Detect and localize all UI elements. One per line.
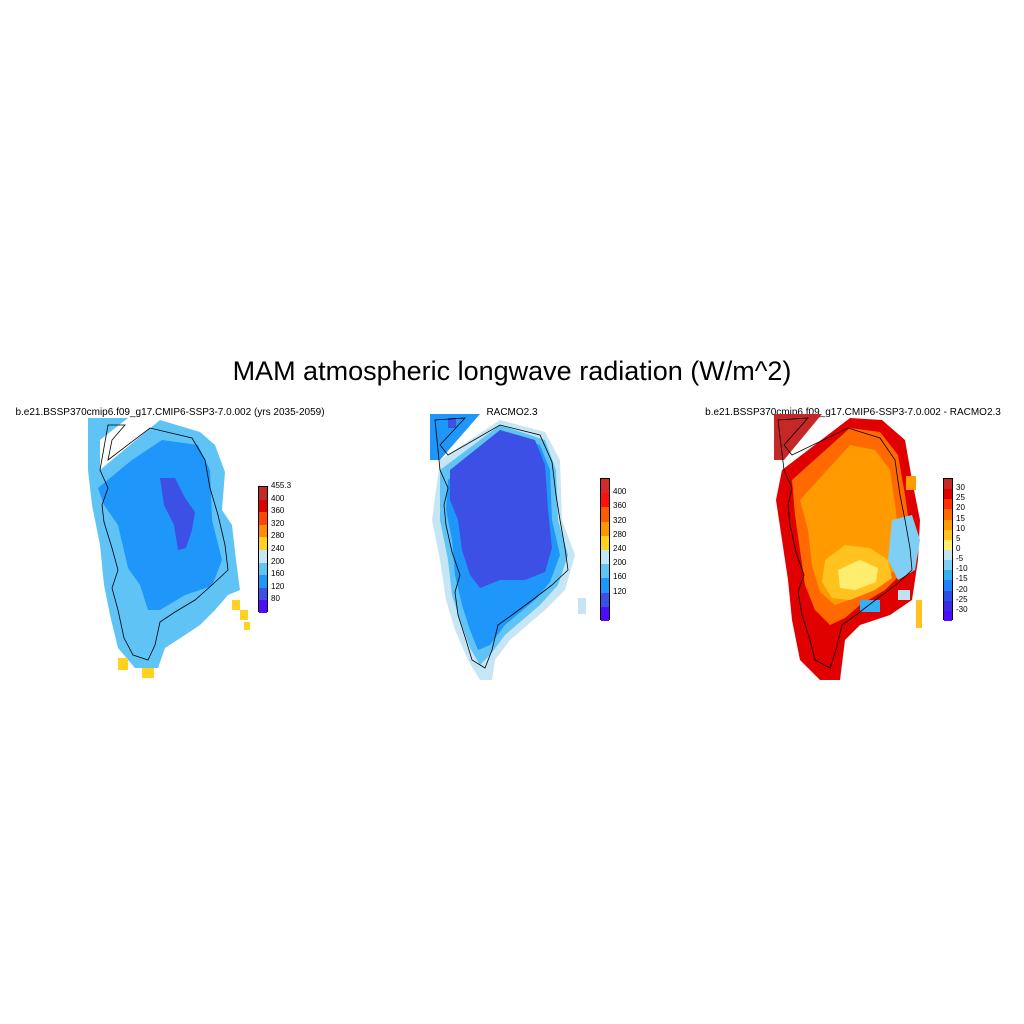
panel-3-corner-patch bbox=[774, 414, 822, 460]
colorbar-segment bbox=[601, 549, 609, 565]
colorbar-tick-label: 240 bbox=[271, 544, 285, 553]
panel-2-edge-cell bbox=[578, 598, 586, 614]
panel-3-title: b.e21.BSSP370cmip6.f09_g17.CMIP6-SSP3-7.… bbox=[705, 407, 1001, 418]
panel-3-edge-cell bbox=[916, 600, 922, 628]
colorbar-tick-label: 120 bbox=[613, 586, 627, 596]
colorbar-segment bbox=[944, 580, 952, 591]
panel-3-field bbox=[774, 414, 922, 680]
colorbar-segment bbox=[944, 529, 952, 540]
panel-2-colorbar bbox=[600, 478, 610, 621]
panel-2-field bbox=[430, 414, 586, 680]
main-title: MAM atmospheric longwave radiation (W/m^… bbox=[232, 356, 792, 386]
panel-1-edge-cell bbox=[240, 610, 248, 620]
colorbar-tick-label: 0 bbox=[956, 544, 961, 553]
colorbar-segment bbox=[601, 564, 609, 579]
colorbar-tick-label: -5 bbox=[956, 554, 964, 564]
panel-1-colorbar bbox=[258, 486, 268, 613]
colorbar-segment bbox=[259, 562, 267, 576]
panel-1-field bbox=[88, 418, 250, 678]
colorbar-segment bbox=[259, 549, 267, 563]
panel-3-colorbar bbox=[943, 478, 953, 621]
colorbar-segment bbox=[944, 499, 952, 510]
colorbar-segment bbox=[259, 587, 267, 601]
colorbar-segment bbox=[601, 606, 609, 621]
colorbar-tick-label: 240 bbox=[613, 544, 627, 553]
colorbar-tick-label: 5 bbox=[956, 533, 961, 543]
colorbar-segment bbox=[944, 570, 952, 581]
colorbar-tick-label: 200 bbox=[271, 556, 285, 566]
colorbar-tick-label: 25 bbox=[956, 493, 965, 503]
colorbar-tick-label: 20 bbox=[956, 503, 965, 513]
colorbar-segment bbox=[944, 509, 952, 520]
panel-1-interior bbox=[98, 440, 222, 610]
colorbar-segment bbox=[601, 535, 609, 550]
colorbar-tick-label: 200 bbox=[613, 558, 627, 568]
panel-3-coastline bbox=[777, 417, 913, 669]
panel-3-edge-cell bbox=[860, 600, 880, 612]
colorbar-tick-label: 120 bbox=[271, 581, 285, 591]
colorbar-tick-label: 280 bbox=[271, 531, 285, 541]
colorbar-segment bbox=[601, 493, 609, 508]
colorbar-segment bbox=[944, 489, 952, 500]
colorbar-tick-label: 80 bbox=[271, 594, 280, 604]
panel-2-coastline bbox=[434, 417, 569, 669]
colorbar-segment bbox=[259, 512, 267, 525]
panel-3-pale-core bbox=[838, 560, 878, 590]
panel-2-interior bbox=[450, 430, 552, 588]
colorbar-segment bbox=[601, 521, 609, 536]
colorbar-tick-label: 10 bbox=[956, 523, 965, 533]
colorbar-tick-label: 320 bbox=[613, 515, 627, 525]
colorbar-tick-label: 400 bbox=[271, 493, 285, 503]
colorbar-tick-label: 320 bbox=[271, 518, 285, 528]
panel-2-edge-cell bbox=[448, 418, 456, 428]
panel-3-edge-cell bbox=[898, 590, 910, 600]
colorbar-tick-label: 280 bbox=[613, 529, 627, 539]
colorbar-segment bbox=[944, 560, 952, 571]
colorbar-segment bbox=[601, 507, 609, 522]
colorbar-tick-label: 160 bbox=[613, 572, 627, 582]
colorbar-tick-label: 400 bbox=[613, 487, 627, 497]
colorbar-segment bbox=[944, 479, 952, 490]
colorbar-segment bbox=[944, 610, 952, 621]
panel-3-east-negative bbox=[888, 515, 920, 580]
panel-2-title: RACMO2.3 bbox=[486, 407, 538, 418]
colorbar-tick-label: 15 bbox=[956, 513, 965, 523]
colorbar-tick-label: -30 bbox=[956, 604, 968, 614]
colorbar-segment bbox=[601, 592, 609, 607]
colorbar-segment bbox=[259, 487, 267, 500]
colorbar-segment bbox=[259, 499, 267, 513]
colorbar-tick-label: -15 bbox=[956, 574, 968, 584]
panel-1-coastline bbox=[99, 424, 229, 661]
colorbar-segment bbox=[944, 590, 952, 601]
colorbar-tick-label: 360 bbox=[271, 506, 285, 516]
panel-1-edge-cell bbox=[232, 600, 240, 610]
panel-1-title: b.e21.BSSP370cmip6.f09_g17.CMIP6-SSP3-7.… bbox=[15, 407, 325, 418]
colorbar-tick-label: -25 bbox=[956, 594, 968, 604]
colorbar-segment bbox=[601, 479, 609, 494]
colorbar-tick-label: -10 bbox=[956, 564, 968, 574]
colorbar-tick-label: 160 bbox=[271, 569, 285, 579]
colorbar-segment bbox=[944, 600, 952, 611]
colorbar-tick-label: -20 bbox=[956, 584, 968, 594]
panel-1-edge-cell bbox=[118, 658, 128, 670]
colorbar-segment bbox=[944, 539, 952, 550]
colorbar-tick-label: 30 bbox=[956, 483, 965, 493]
colorbar-segment bbox=[944, 519, 952, 530]
panel-3-edge-cell bbox=[906, 476, 916, 490]
colorbar-tick-label: 360 bbox=[613, 501, 627, 511]
colorbar-segment bbox=[944, 549, 952, 561]
panel-1-summit bbox=[160, 478, 195, 550]
colorbar-segment bbox=[259, 537, 267, 550]
panel-1-edge-cell bbox=[142, 668, 154, 678]
colorbar-segment bbox=[259, 575, 267, 588]
panel-1-colorbar-max-label: 455.3 bbox=[271, 481, 292, 490]
panel-1-edge-cell bbox=[244, 622, 250, 630]
colorbar-segment bbox=[601, 578, 609, 593]
colorbar-segment bbox=[259, 600, 267, 613]
colorbar-segment bbox=[259, 524, 267, 538]
